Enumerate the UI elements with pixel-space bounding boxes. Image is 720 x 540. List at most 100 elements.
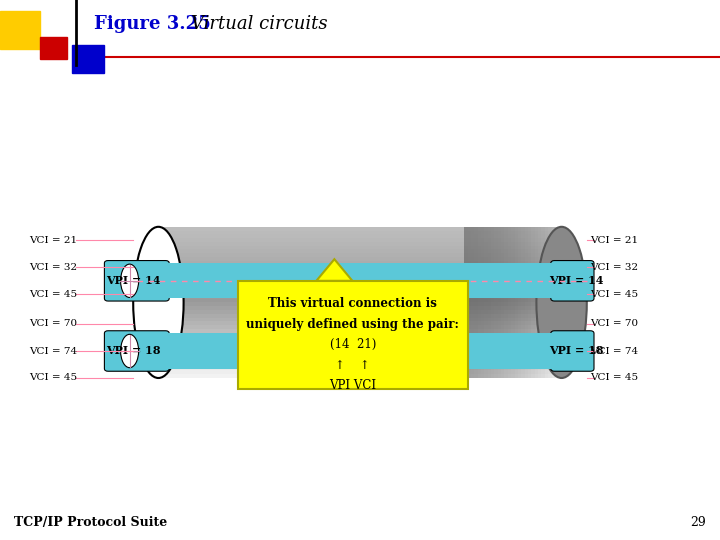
Ellipse shape: [133, 227, 184, 378]
Bar: [531, 227, 535, 378]
Bar: [487, 227, 491, 378]
FancyBboxPatch shape: [238, 281, 468, 389]
Bar: [158, 333, 562, 336]
Bar: [558, 227, 562, 378]
Ellipse shape: [536, 227, 587, 378]
Bar: [158, 348, 562, 352]
Text: This virtual connection is: This virtual connection is: [269, 297, 437, 310]
Bar: [535, 227, 538, 378]
Bar: [158, 263, 562, 298]
Text: TCP/IP Protocol Suite: TCP/IP Protocol Suite: [14, 516, 168, 529]
Bar: [158, 276, 562, 280]
Text: 29: 29: [690, 516, 706, 529]
Bar: [158, 340, 562, 344]
Bar: [158, 325, 562, 329]
Bar: [467, 227, 471, 378]
Text: Figure 3.25: Figure 3.25: [94, 15, 210, 33]
Bar: [158, 238, 562, 242]
Bar: [158, 280, 562, 284]
Bar: [552, 227, 555, 378]
Bar: [158, 306, 562, 310]
Text: (14  21): (14 21): [330, 338, 376, 351]
FancyBboxPatch shape: [104, 330, 169, 372]
Bar: [158, 299, 562, 302]
Text: VCI = 45: VCI = 45: [590, 290, 639, 299]
Bar: [158, 367, 562, 370]
Bar: [158, 374, 562, 378]
Bar: [518, 227, 521, 378]
Text: VPI = 14: VPI = 14: [549, 275, 603, 286]
Text: VCI = 45: VCI = 45: [590, 374, 639, 382]
Text: VCI = 32: VCI = 32: [29, 263, 77, 272]
Bar: [158, 231, 562, 234]
Text: VCI = 32: VCI = 32: [590, 263, 639, 272]
Bar: [511, 227, 515, 378]
Text: VCI = 21: VCI = 21: [29, 236, 77, 245]
Bar: [158, 321, 562, 325]
Text: VPI = 14: VPI = 14: [106, 275, 161, 286]
Bar: [505, 227, 508, 378]
Bar: [158, 234, 562, 238]
Text: VCI = 70: VCI = 70: [29, 320, 77, 328]
Text: VCI = 45: VCI = 45: [29, 290, 77, 299]
Bar: [40, 37, 68, 59]
FancyBboxPatch shape: [158, 227, 562, 378]
Bar: [158, 352, 562, 355]
Bar: [545, 227, 548, 378]
Bar: [158, 329, 562, 333]
Bar: [158, 295, 562, 299]
Text: ↑    ↑: ↑ ↑: [336, 359, 370, 372]
Text: VPI VCI: VPI VCI: [329, 379, 377, 392]
Bar: [158, 314, 562, 318]
Bar: [555, 227, 558, 378]
Bar: [481, 227, 485, 378]
Text: VCI = 45: VCI = 45: [29, 374, 77, 382]
Bar: [541, 227, 545, 378]
Bar: [158, 287, 562, 291]
Text: VCI = 70: VCI = 70: [590, 320, 639, 328]
Text: VCI = 21: VCI = 21: [590, 236, 639, 245]
Text: uniquely defined using the pair:: uniquely defined using the pair:: [246, 318, 459, 330]
Bar: [485, 227, 487, 378]
Bar: [158, 291, 562, 295]
Bar: [538, 227, 541, 378]
Bar: [471, 227, 474, 378]
Text: Virtual circuits: Virtual circuits: [191, 15, 328, 33]
Bar: [562, 227, 565, 378]
Ellipse shape: [121, 334, 138, 368]
Bar: [548, 227, 552, 378]
Bar: [158, 257, 562, 261]
Text: VPI = 18: VPI = 18: [549, 346, 603, 356]
Text: VCI = 74: VCI = 74: [29, 347, 77, 355]
Text: VCI = 74: VCI = 74: [590, 347, 639, 355]
Bar: [464, 227, 467, 378]
Bar: [158, 355, 562, 359]
Bar: [158, 310, 562, 314]
Bar: [158, 272, 562, 276]
Bar: [158, 318, 562, 321]
Text: VPI = 18: VPI = 18: [106, 346, 161, 356]
Bar: [158, 344, 562, 348]
Bar: [158, 370, 562, 374]
Polygon shape: [316, 259, 352, 281]
Bar: [158, 284, 562, 287]
Bar: [158, 363, 562, 367]
Bar: [515, 227, 518, 378]
Bar: [0, 11, 40, 49]
Bar: [158, 333, 562, 368]
Bar: [521, 227, 525, 378]
FancyBboxPatch shape: [551, 330, 594, 372]
Bar: [158, 249, 562, 253]
Bar: [72, 44, 104, 73]
Bar: [158, 261, 562, 265]
Bar: [158, 242, 562, 246]
Bar: [158, 246, 562, 249]
Bar: [508, 227, 511, 378]
Bar: [158, 336, 562, 340]
Bar: [158, 302, 562, 306]
Bar: [501, 227, 505, 378]
Bar: [525, 227, 528, 378]
Bar: [158, 253, 562, 257]
FancyBboxPatch shape: [551, 261, 594, 301]
Bar: [474, 227, 477, 378]
